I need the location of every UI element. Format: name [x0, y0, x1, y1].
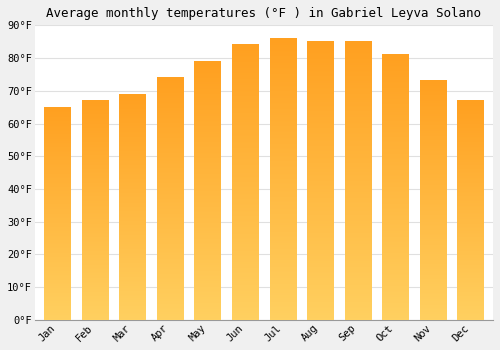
Title: Average monthly temperatures (°F ) in Gabriel Leyva Solano: Average monthly temperatures (°F ) in Ga… — [46, 7, 482, 20]
